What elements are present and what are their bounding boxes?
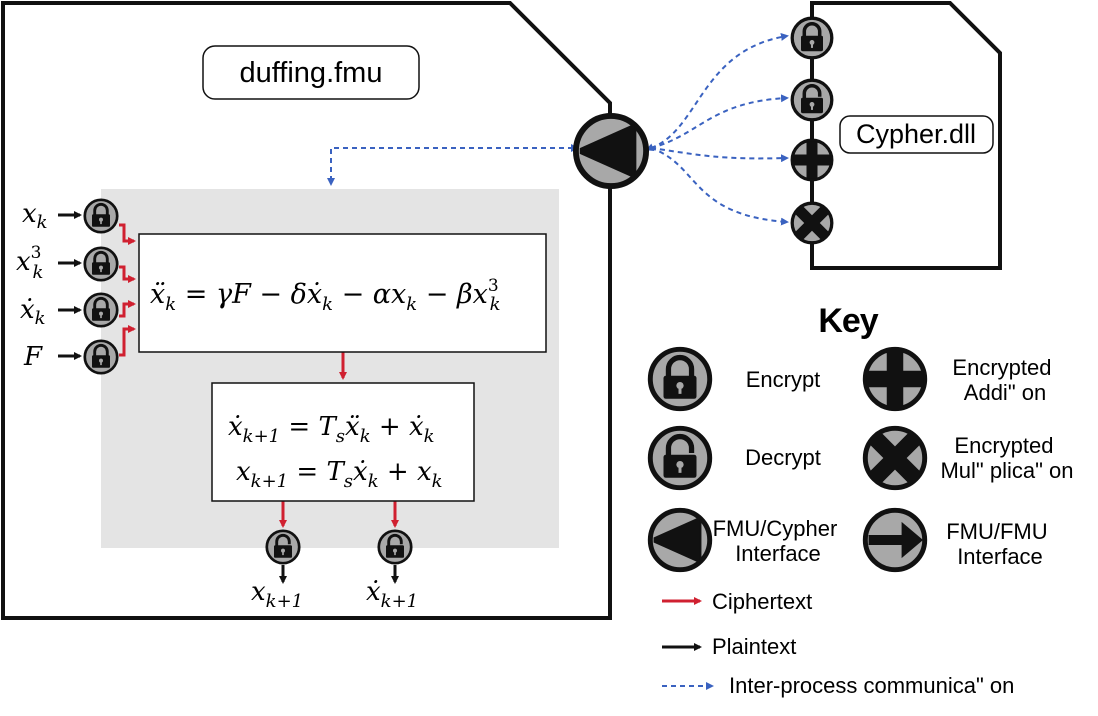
key-encrypt-icon: [650, 349, 709, 408]
key-multiply-label: Encrypted Mul" plica" on: [940, 433, 1073, 483]
ciphertext-links: [119, 223, 399, 528]
output-arrows: [279, 565, 399, 584]
key-fmu-cypher-icon: [650, 510, 709, 569]
input-encrypt-icon: [83, 246, 119, 282]
legend-ciphertext-label: Ciphertext: [712, 589, 812, 614]
dll-add-icon[interactable]: [790, 138, 834, 182]
input-encrypt-icon: [83, 339, 119, 375]
ipc-links: [327, 33, 789, 226]
equation-box-2: [211, 382, 475, 502]
output-decrypt-icon: [377, 529, 413, 565]
input-encrypt-icon: [83, 292, 119, 328]
dll-title-box: [839, 115, 994, 154]
output-label-x: xk+1: [251, 577, 303, 612]
input-label-xk3: x3 k: [16, 243, 43, 283]
output-label-xdot: ẋk+1: [366, 577, 418, 612]
fmu-title: duffing.fmu: [240, 57, 383, 89]
equation-box-1: [138, 233, 547, 353]
dll-decrypt-icon[interactable]: [790, 78, 834, 122]
output-decrypt-icon: [265, 529, 301, 565]
key-decrypt-label: Decrypt: [745, 445, 821, 470]
input-label-xdotk: ẋk: [20, 295, 46, 329]
key-multiply-icon: [853, 416, 937, 500]
legend-plaintext-label: Plaintext: [712, 634, 796, 659]
input-label-F: F: [23, 342, 43, 372]
dll-encrypt-icon[interactable]: [790, 16, 834, 60]
key-title: Key: [818, 302, 878, 340]
key-fmu-fmu-icon: [865, 510, 924, 569]
equation-1: ẍk = γF − δẋk − αxk − βx3 k: [150, 276, 501, 315]
input-arrows: [58, 211, 82, 360]
legend-ipc-label: Inter-process communica" on: [729, 673, 1014, 698]
key-add-icon: [865, 349, 924, 408]
key-add-label: Encrypted Addi" on: [952, 355, 1057, 405]
input-label-xk: xk: [22, 199, 48, 233]
key-encrypt-label: Encrypt: [746, 367, 821, 392]
key-fmu-fmu-label: FMU/FMU Interface: [946, 519, 1054, 569]
fmu-title-box: [202, 45, 420, 100]
key-decrypt-icon: [650, 428, 709, 487]
equation-2-line-2: xk+1 = Tsẋk + xk: [236, 457, 443, 492]
key-fmu-cypher-label: FMU/Cypher Interface: [713, 516, 844, 566]
dll-title: Cypher.dll: [856, 119, 976, 149]
equation-2-line-1: ẋk+1 = Tsẍk + ẋk: [228, 412, 435, 447]
fmu-cypher-interface-icon[interactable]: [576, 116, 646, 186]
input-encrypt-icon: [83, 198, 119, 234]
